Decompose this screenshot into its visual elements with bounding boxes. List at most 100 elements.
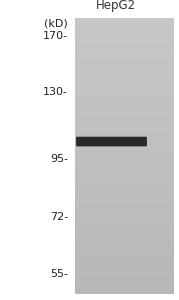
Bar — [75, 247, 174, 250]
Bar — [75, 291, 174, 294]
Bar — [75, 283, 174, 286]
Bar — [75, 222, 174, 225]
Bar — [75, 253, 174, 255]
Bar — [75, 46, 174, 48]
Bar — [75, 23, 174, 26]
Bar — [75, 244, 174, 247]
Bar — [75, 92, 174, 95]
Bar — [75, 242, 174, 244]
Bar — [75, 153, 174, 156]
Bar — [75, 57, 174, 59]
Bar — [75, 120, 174, 123]
Bar — [75, 137, 174, 140]
Bar — [75, 128, 174, 131]
Bar — [75, 68, 174, 70]
Bar — [75, 151, 174, 153]
Bar — [75, 18, 174, 21]
Bar — [75, 126, 174, 128]
Bar — [75, 261, 174, 264]
Bar — [75, 255, 174, 258]
Text: 130-: 130- — [43, 87, 68, 98]
Bar — [75, 266, 174, 269]
Bar — [75, 65, 174, 68]
Bar — [75, 29, 174, 32]
Bar — [75, 84, 174, 87]
Bar — [75, 289, 174, 291]
Bar — [75, 73, 174, 76]
Bar — [75, 145, 174, 148]
Bar — [75, 233, 174, 236]
Bar — [75, 90, 174, 92]
Bar — [75, 217, 174, 220]
Bar — [75, 59, 174, 62]
Bar — [75, 106, 174, 109]
Bar — [75, 280, 174, 283]
Bar — [75, 178, 174, 181]
Bar — [75, 156, 174, 159]
Text: 170-: 170- — [43, 31, 68, 41]
Bar — [75, 109, 174, 112]
Bar — [75, 103, 174, 106]
Bar — [75, 208, 174, 211]
Bar — [75, 200, 174, 203]
Bar — [75, 117, 174, 120]
Bar — [75, 186, 174, 189]
Bar — [75, 40, 174, 43]
Bar — [75, 54, 174, 57]
Bar — [75, 225, 174, 228]
Bar — [75, 167, 174, 170]
Bar — [75, 48, 174, 51]
Bar — [75, 175, 174, 178]
Bar — [75, 230, 174, 233]
Bar — [75, 184, 174, 186]
Bar — [75, 112, 174, 115]
Text: 95-: 95- — [50, 154, 68, 164]
Bar — [75, 272, 174, 275]
Bar — [75, 70, 174, 73]
Bar — [75, 159, 174, 161]
Bar — [75, 148, 174, 151]
Bar — [75, 87, 174, 90]
Bar — [75, 203, 174, 206]
Bar — [75, 206, 174, 208]
Bar — [75, 82, 174, 84]
Bar — [75, 98, 174, 101]
Bar — [75, 236, 174, 239]
Text: HepG2: HepG2 — [95, 0, 136, 13]
Bar — [75, 131, 174, 134]
Bar — [75, 164, 174, 167]
Bar — [75, 37, 174, 40]
Bar — [75, 21, 174, 23]
Bar — [75, 62, 174, 65]
Bar — [75, 140, 174, 142]
Bar — [75, 275, 174, 278]
Bar — [75, 195, 174, 197]
Bar — [75, 258, 174, 261]
Bar — [75, 264, 174, 266]
Bar — [75, 95, 174, 98]
Bar — [75, 76, 174, 79]
Bar — [75, 269, 174, 272]
Text: 55-: 55- — [50, 269, 68, 279]
Bar — [75, 170, 174, 172]
Bar — [75, 197, 174, 200]
Bar — [75, 228, 174, 230]
Bar — [75, 211, 174, 214]
Bar — [75, 79, 174, 82]
Bar — [75, 189, 174, 192]
Bar — [75, 192, 174, 195]
Bar — [75, 181, 174, 184]
Bar — [75, 123, 174, 126]
Bar — [75, 142, 174, 145]
Text: 72-: 72- — [50, 212, 68, 222]
FancyBboxPatch shape — [76, 137, 147, 146]
Bar — [75, 286, 174, 289]
Bar — [75, 278, 174, 280]
Bar — [75, 43, 174, 46]
Bar — [75, 134, 174, 137]
Bar — [75, 34, 174, 37]
Bar — [75, 115, 174, 117]
Bar — [75, 101, 174, 104]
Bar — [75, 250, 174, 253]
Bar — [75, 239, 174, 242]
